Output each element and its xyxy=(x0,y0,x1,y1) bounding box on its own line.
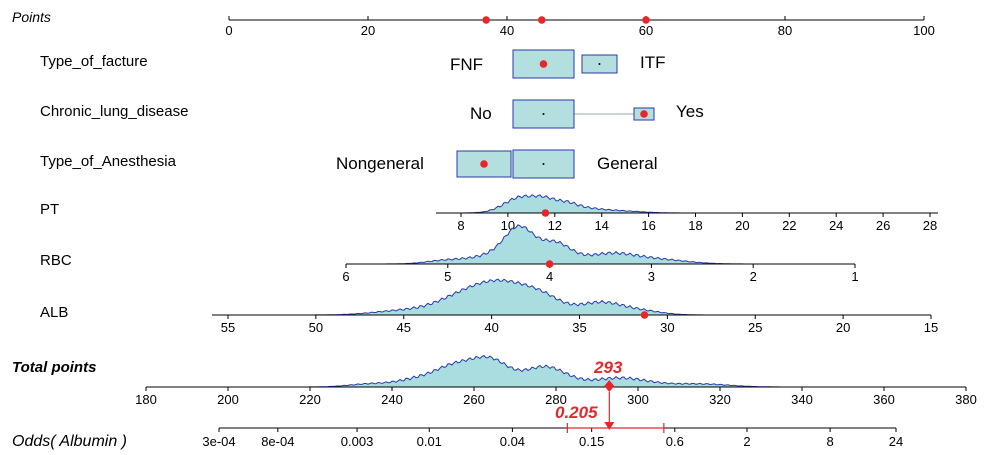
pt-axis-tick-label: 16 xyxy=(641,218,655,233)
pt-axis-tick-label: 22 xyxy=(782,218,796,233)
total-points-axis-tick-label: 200 xyxy=(217,392,239,407)
pt-axis-tick-label: 14 xyxy=(594,218,608,233)
alb-axis-tick-label: 20 xyxy=(836,320,850,335)
alb-axis-tick-label: 25 xyxy=(748,320,762,335)
selected-points-marker xyxy=(537,16,546,24)
total-points-axis-tick-label: 280 xyxy=(545,392,567,407)
total-points-marker xyxy=(604,380,615,392)
points-axis-tick-label: 40 xyxy=(500,23,514,38)
total-points-value: 293 xyxy=(593,358,623,377)
odds-axis-tick-label: 3e-04 xyxy=(202,434,235,449)
selected-level-marker xyxy=(640,110,648,118)
total-points-density xyxy=(200,354,880,388)
category-center-dot xyxy=(598,63,601,65)
alb-axis-tick-label: 15 xyxy=(924,320,938,335)
total-points-label: Total points xyxy=(12,359,96,376)
category-center-dot xyxy=(542,163,545,165)
type-of-facture-label: Type_of_facture xyxy=(40,53,148,70)
pt-axis-tick-label: 20 xyxy=(735,218,749,233)
rbc-label: RBC xyxy=(40,252,72,269)
rbc-axis-tick-label: 5 xyxy=(444,269,451,284)
level-label-no: No xyxy=(470,104,492,123)
total-points-axis-tick-label: 340 xyxy=(791,392,813,407)
total-points-axis-tick-label: 300 xyxy=(627,392,649,407)
odds-arrow xyxy=(604,422,615,430)
odds-label: Odds( Albumin ) xyxy=(12,433,127,450)
odds-axis-tick-label: 0.04 xyxy=(500,434,525,449)
pt-density xyxy=(436,194,938,214)
total-points-axis-tick-label: 320 xyxy=(709,392,731,407)
level-label-nongeneral: Nongeneral xyxy=(336,154,424,173)
odds-axis-tick-label: 0.6 xyxy=(666,434,684,449)
alb-axis-tick-label: 30 xyxy=(660,320,674,335)
points-axis-tick-label: 0 xyxy=(225,23,232,38)
pt-axis-tick-label: 26 xyxy=(876,218,890,233)
total-points-axis-tick-label: 180 xyxy=(135,392,157,407)
pt-axis-tick-label: 24 xyxy=(829,218,843,233)
level-label-yes: Yes xyxy=(676,102,704,121)
total-points-axis-tick-label: 360 xyxy=(873,392,895,407)
points-axis-tick-label: 60 xyxy=(639,23,653,38)
alb-label: ALB xyxy=(40,304,68,321)
alb-axis-tick-label: 55 xyxy=(221,320,235,335)
alb-axis-tick-label: 35 xyxy=(572,320,586,335)
total-points-axis-tick-label: 240 xyxy=(381,392,403,407)
points-axis-tick-label: 20 xyxy=(361,23,375,38)
odds-axis-tick-label: 8e-04 xyxy=(261,434,294,449)
alb-density xyxy=(212,278,931,316)
rbc-axis-tick-label: 1 xyxy=(851,269,858,284)
odds-axis-tick-label: 0.01 xyxy=(417,434,442,449)
level-label-fnf: FNF xyxy=(450,55,483,74)
level-label-general: General xyxy=(597,154,657,173)
total-points-axis-tick-label: 220 xyxy=(299,392,321,407)
odds-axis-tick-label: 2 xyxy=(743,434,750,449)
chronic-lung-disease-label: Chronic_lung_disease xyxy=(40,103,188,120)
odds-value: 0.205 xyxy=(555,403,598,422)
total-points-axis-tick-label: 380 xyxy=(955,392,977,407)
level-label-itf: ITF xyxy=(640,53,666,72)
rbc-axis-tick-label: 4 xyxy=(546,269,553,284)
type-of-anesthesia-label: Type_of_Anesthesia xyxy=(40,153,177,170)
total-points-axis-tick-label: 260 xyxy=(463,392,485,407)
odds-axis-tick-label: 24 xyxy=(889,434,903,449)
selected-points-marker xyxy=(642,16,650,24)
points-axis-tick-label: 80 xyxy=(778,23,792,38)
pt-axis-tick-label: 8 xyxy=(457,218,464,233)
alb-selected-marker xyxy=(640,311,649,319)
rbc-axis-tick-label: 2 xyxy=(750,269,757,284)
odds-axis-tick-label: 0.003 xyxy=(341,434,374,449)
pt-axis-tick-label: 18 xyxy=(688,218,702,233)
rbc-axis-tick-label: 6 xyxy=(342,269,349,284)
alb-axis-tick-label: 45 xyxy=(397,320,411,335)
odds-axis-tick-label: 0.15 xyxy=(579,434,604,449)
alb-axis-tick-label: 50 xyxy=(309,320,323,335)
odds-axis-tick-label: 8 xyxy=(827,434,834,449)
pt-label: PT xyxy=(40,201,59,218)
selected-level-marker xyxy=(480,160,488,168)
points-axis-tick-label: 100 xyxy=(913,23,935,38)
pt-axis-tick-label: 28 xyxy=(923,218,937,233)
pt-axis-tick-label: 12 xyxy=(548,218,562,233)
pt-selected-marker xyxy=(541,209,550,217)
selected-level-marker xyxy=(539,60,548,68)
points-label: Points xyxy=(12,9,51,25)
selected-points-marker xyxy=(482,16,490,24)
rbc-axis-tick-label: 3 xyxy=(648,269,655,284)
rbc-selected-marker xyxy=(545,260,554,268)
category-center-dot xyxy=(542,113,545,115)
alb-axis-tick-label: 40 xyxy=(484,320,498,335)
